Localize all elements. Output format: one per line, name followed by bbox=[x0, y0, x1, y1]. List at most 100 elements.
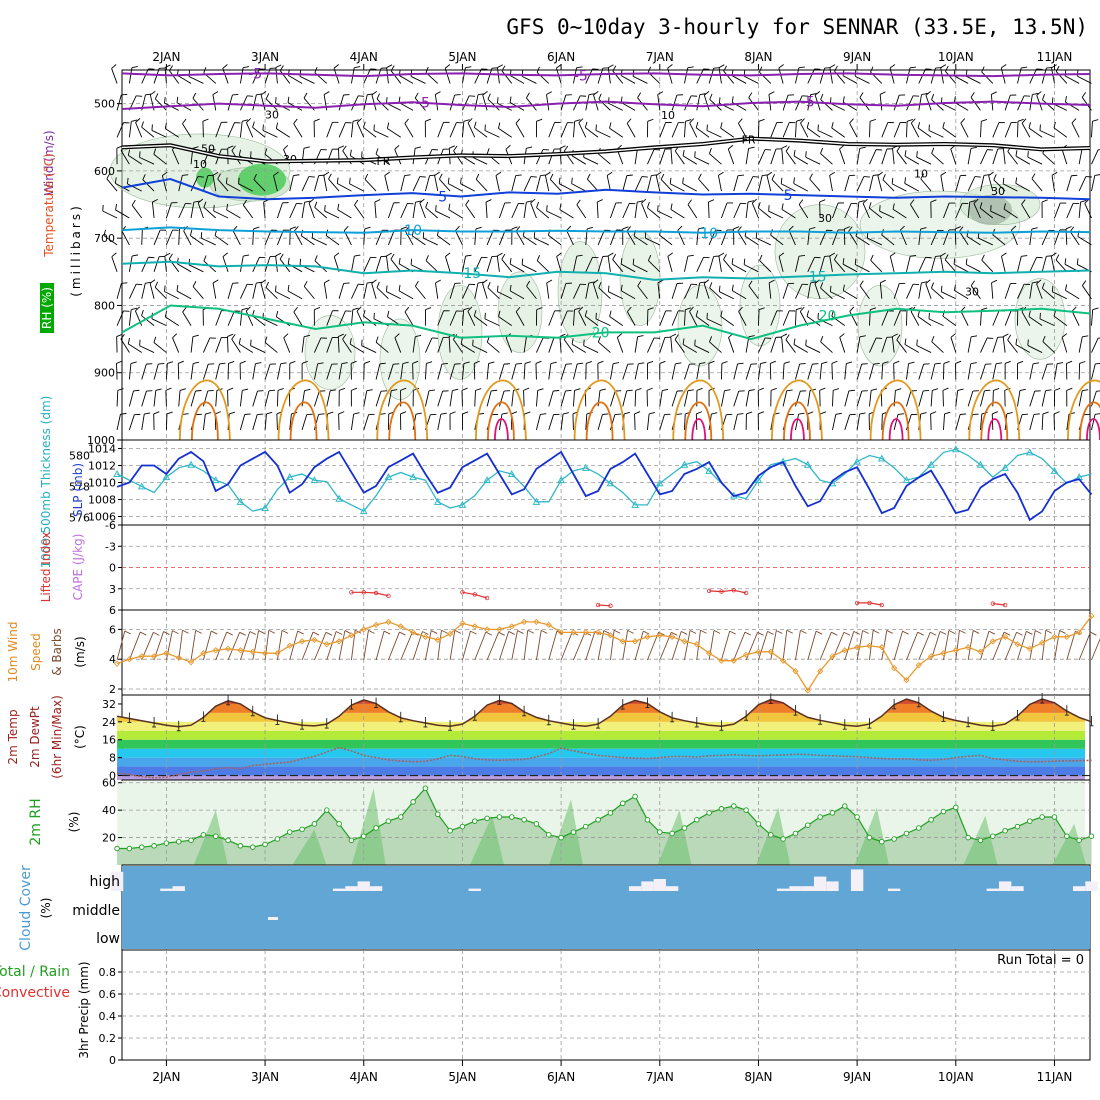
wind-barb bbox=[622, 364, 629, 380]
wind-barb bbox=[1054, 202, 1061, 219]
wind-barb-flag bbox=[226, 203, 229, 210]
wind-barb bbox=[264, 342, 278, 353]
wind-barb bbox=[978, 237, 993, 246]
wind10m-barb-flag bbox=[886, 630, 893, 634]
rh2m-marker bbox=[940, 808, 947, 815]
wind-barb-flag bbox=[1003, 203, 1006, 210]
lifted-index-line bbox=[857, 602, 882, 606]
wind-barb-flag bbox=[930, 411, 937, 415]
wind-barb bbox=[1001, 256, 1006, 272]
wind-barb-flag bbox=[338, 145, 345, 149]
rh2m-marker bbox=[928, 817, 934, 823]
wind-barb-flag bbox=[892, 203, 895, 210]
wind-barb bbox=[879, 210, 895, 219]
wind-barb-flag bbox=[699, 281, 706, 284]
wind-barb bbox=[435, 282, 439, 299]
wind-barb bbox=[941, 102, 956, 111]
wind-barb bbox=[942, 390, 944, 407]
wind-barb bbox=[1053, 315, 1068, 326]
wind10m-barb-flag bbox=[1090, 631, 1097, 636]
wind-barb-flag bbox=[419, 198, 425, 204]
wind10m-marker bbox=[274, 650, 281, 657]
wind-barb bbox=[634, 363, 639, 380]
wind-barb bbox=[980, 390, 985, 407]
wind-barb-flag bbox=[478, 93, 485, 96]
wind-barb-flag bbox=[848, 226, 853, 232]
temp-color-band bbox=[117, 757, 1085, 767]
wind-barb bbox=[424, 390, 430, 407]
wind-barb bbox=[889, 256, 895, 272]
wind-barb-flag bbox=[703, 279, 710, 284]
wind-barb-flag bbox=[1021, 118, 1027, 124]
wind-barb bbox=[598, 341, 611, 353]
rh2m-marker bbox=[595, 817, 601, 823]
wind10m-marker bbox=[397, 623, 404, 630]
wind-barb bbox=[795, 283, 803, 299]
wind-barb-flag bbox=[859, 146, 866, 149]
wind-barb-flag bbox=[1007, 334, 1012, 341]
cloud-high-bar bbox=[332, 888, 346, 891]
wind-barb bbox=[515, 311, 525, 326]
wind10m-marker bbox=[779, 657, 787, 664]
wind-barb-flag bbox=[718, 64, 725, 69]
wind-barb bbox=[970, 285, 981, 299]
wind-barb bbox=[606, 175, 611, 192]
wind-barb-flag bbox=[338, 411, 345, 415]
wind-barb-flag bbox=[515, 226, 521, 232]
wind-barb bbox=[299, 76, 315, 84]
cloud-high-bar bbox=[357, 881, 370, 891]
wind-barb-flag bbox=[391, 389, 398, 392]
wind-barb-flag bbox=[748, 389, 755, 392]
wind-barb-flag bbox=[870, 254, 874, 261]
wind-barb bbox=[116, 414, 121, 431]
wind-barb bbox=[910, 122, 920, 138]
wind-barb-flag bbox=[536, 66, 540, 73]
wind-barb-flag bbox=[695, 310, 699, 317]
rh-contour-label: 30 bbox=[965, 285, 979, 298]
wind-barb bbox=[142, 179, 155, 192]
wind-barb-flag bbox=[871, 388, 878, 391]
wind-barb bbox=[536, 337, 544, 353]
wind-barb bbox=[437, 363, 443, 380]
wind-barb bbox=[1091, 121, 1093, 138]
wind-barb bbox=[412, 202, 416, 219]
wind-barb-flag bbox=[607, 285, 610, 292]
wind-barb-flag bbox=[957, 388, 964, 391]
wind-barb-flag bbox=[545, 171, 551, 176]
wind-barb-flag bbox=[440, 412, 447, 415]
wind-barb bbox=[1004, 283, 1011, 299]
wind-barb bbox=[128, 67, 133, 84]
wind-barb-flag bbox=[868, 202, 872, 209]
wind-barb-flag bbox=[127, 149, 131, 156]
contour-label: 20 bbox=[819, 309, 837, 325]
wind10m-barb-flag bbox=[485, 631, 493, 636]
rh-contour-label: 10 bbox=[914, 168, 928, 181]
wind-barb bbox=[128, 390, 134, 407]
wind10m-barb-flag bbox=[948, 630, 956, 634]
wind-barb bbox=[869, 149, 877, 165]
wind-barb bbox=[350, 414, 355, 430]
wind-barb bbox=[487, 98, 500, 111]
rh2m-marker bbox=[792, 830, 799, 837]
wind-barb bbox=[252, 390, 258, 407]
wind-barb bbox=[245, 122, 254, 138]
wind10m-barb bbox=[499, 631, 510, 661]
wind10m-barb bbox=[856, 630, 864, 661]
wind-barb bbox=[165, 413, 168, 430]
lifted-index-line bbox=[709, 589, 747, 594]
wind-barb bbox=[326, 310, 333, 326]
wind-barb-flag bbox=[243, 254, 250, 257]
wind-barb bbox=[1091, 414, 1096, 431]
rh-tick-label: 20 bbox=[102, 832, 116, 845]
wind-barb-flag bbox=[1002, 177, 1005, 184]
wind-barb-flag bbox=[781, 145, 788, 149]
wind-barb-flag bbox=[253, 173, 257, 180]
rh2m-marker bbox=[422, 785, 429, 791]
wind-barb bbox=[437, 310, 445, 326]
wind-barb bbox=[161, 175, 167, 192]
lifted-tick-label: 6 bbox=[109, 604, 116, 617]
wind-barb-flag bbox=[934, 362, 941, 365]
wind-barb bbox=[252, 126, 266, 138]
wind-barb bbox=[116, 283, 122, 299]
wind-barb-flag bbox=[834, 65, 838, 72]
